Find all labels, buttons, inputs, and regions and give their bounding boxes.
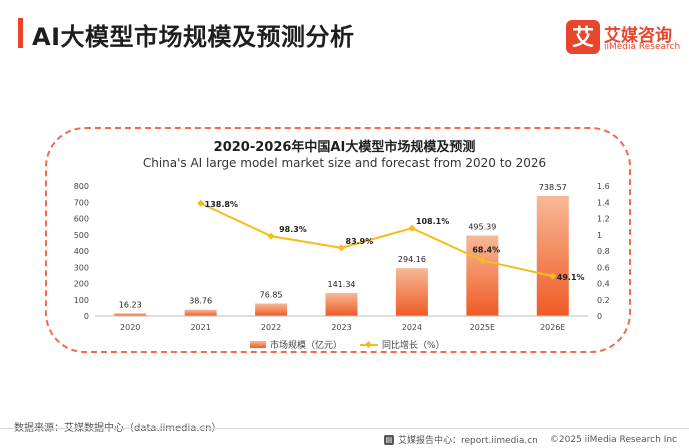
bar-value-label: 141.34 [328, 280, 356, 289]
growth-point [337, 244, 346, 252]
bar-value-label: 495.39 [468, 222, 496, 231]
legend-bar-swatch [250, 341, 266, 348]
bar [325, 293, 358, 316]
logo-mark: 艾 [572, 26, 594, 51]
right-axis-tick: 1.4 [597, 198, 610, 207]
left-axis-tick: 600 [74, 215, 89, 224]
left-axis-tick: 300 [74, 263, 89, 272]
logo-name-en: iiMedia Research [604, 42, 681, 52]
growth-value-label: 68.4% [472, 245, 500, 254]
growth-value-label: 83.9% [346, 237, 374, 246]
legend-item-market-size: 市场规模（亿元） [250, 338, 342, 351]
x-axis-tick: 2024 [402, 323, 422, 332]
legend-bar-label: 市场规模（亿元） [270, 341, 343, 351]
right-axis-tick: 1 [597, 231, 602, 240]
right-axis-tick: 0.6 [597, 263, 610, 272]
bar [536, 195, 569, 316]
logo-name-cn: 艾媒咨询 [604, 26, 672, 46]
right-axis-tick: 0.4 [597, 280, 610, 289]
left-axis-tick: 400 [74, 247, 89, 256]
logo-icon: 艾 [566, 20, 600, 54]
bar [255, 303, 288, 316]
x-axis-tick: 2026E [540, 323, 565, 332]
bar-value-label: 76.85 [260, 291, 283, 300]
chart-card [45, 127, 631, 353]
bar [114, 313, 147, 316]
page-title: AI大模型市场规模及预测分析 [32, 23, 355, 51]
right-axis-tick: 0.8 [597, 247, 610, 256]
left-axis-tick: 200 [74, 280, 89, 289]
growth-point [408, 224, 416, 232]
legend-item-growth: 同比增长（%） [360, 338, 445, 351]
chart-legend: 市场规模（亿元） 同比增长（%） [250, 338, 445, 351]
bar-value-label: 16.23 [119, 300, 142, 309]
growth-value-label: 98.3% [279, 225, 307, 234]
right-axis-tick: 0 [597, 312, 602, 321]
logo: 艾 艾媒咨询 iiMedia Research [566, 20, 681, 56]
legend-line-label: 同比增长（%） [382, 341, 445, 351]
report-center-icon: ▤ [383, 434, 394, 445]
bar-value-label: 38.76 [189, 297, 212, 306]
title-accent-bar [18, 18, 23, 48]
right-axis-tick: 1.2 [597, 215, 610, 224]
growth-point [267, 232, 275, 240]
bar [395, 268, 428, 316]
data-source: 数据来源：艾媒数据中心（data.iimedia.cn） [14, 419, 221, 434]
bar [184, 309, 217, 316]
footer-right: ▤ 艾媒报告中心：report.iimedia.cn ©2025 iiMedia… [383, 433, 677, 446]
report-center-link[interactable]: 艾媒报告中心：report.iimedia.cn [397, 436, 538, 446]
x-axis-tick: 2021 [190, 323, 210, 332]
bar-value-label: 294.16 [398, 255, 426, 264]
left-axis-tick: 0 [84, 312, 89, 321]
bar-value-label: 738.57 [539, 183, 567, 192]
right-axis-tick: 0.2 [597, 296, 610, 305]
left-axis-tick: 100 [74, 296, 89, 305]
x-axis-tick: 2020 [120, 323, 140, 332]
legend-line-swatch [360, 343, 379, 346]
x-axis-tick: 2022 [261, 323, 281, 332]
x-axis-tick: 2025E [470, 323, 495, 332]
growth-point [549, 272, 557, 280]
growth-line [200, 202, 554, 278]
copyright: ©2025 iiMedia Research Inc [549, 434, 677, 445]
chart-title: 2020-2026年中国AI大模型市场规模及预测 [213, 140, 476, 155]
growth-value-label: 49.1% [557, 273, 585, 282]
left-axis-tick: 500 [74, 231, 89, 240]
footer-divider [0, 428, 689, 429]
growth-value-label: 108.1% [416, 217, 449, 226]
x-axis-tick: 2023 [331, 323, 351, 332]
chart-subtitle: China's AI large model market size and f… [142, 156, 547, 170]
left-axis-tick: 700 [74, 198, 89, 207]
growth-point [478, 256, 486, 264]
right-axis-tick: 1.6 [597, 182, 610, 191]
left-axis-tick: 800 [74, 182, 89, 191]
bar [466, 235, 499, 316]
growth-value-label: 138.8% [205, 200, 238, 209]
growth-point [197, 199, 205, 207]
